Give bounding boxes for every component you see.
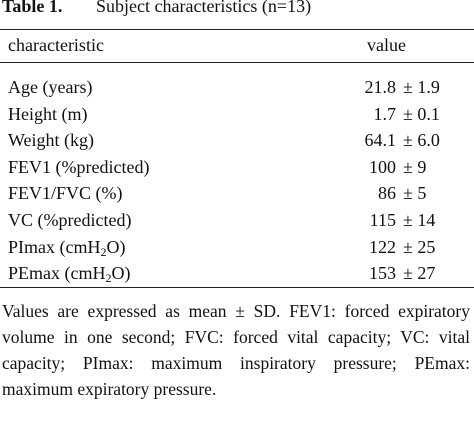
row-label: FEV1/FVC (%) xyxy=(8,183,123,204)
sd-value: ± 0.1 xyxy=(403,103,440,124)
row-label: Weight (kg) xyxy=(8,130,95,151)
sd-value: ± 25 xyxy=(403,236,436,257)
mean-value: 122 xyxy=(369,236,396,257)
footnote: Values are expressed as mean ± SD. FEV1:… xyxy=(2,301,470,399)
subscript: 2 xyxy=(105,271,112,286)
mean-value: 153 xyxy=(369,263,396,284)
label-part: O) xyxy=(106,236,126,257)
top-rule xyxy=(0,29,474,30)
mean-value: 86 xyxy=(378,183,396,204)
row-label: Height (m) xyxy=(8,103,88,124)
row-label: Age (years) xyxy=(8,77,93,97)
mean-value: 64.1 xyxy=(364,130,397,151)
header-cell: value xyxy=(367,35,406,55)
sd-value: ± 5 xyxy=(403,183,427,204)
label-part: PEmax (cmH xyxy=(8,263,106,284)
row-label: VC (%predicted) xyxy=(8,210,132,230)
sd-value: ± 9 xyxy=(403,156,427,177)
mean-value: 100 xyxy=(369,156,396,177)
mean-value: 115 xyxy=(369,210,396,230)
subscript: 2 xyxy=(100,244,107,259)
table-number: Table 1. xyxy=(2,0,63,16)
sd-value: ± 1.9 xyxy=(403,77,440,97)
mean-value: 1.7 xyxy=(373,103,397,124)
sd-value: ± 14 xyxy=(403,210,436,230)
sd-value: ± 6.0 xyxy=(403,130,440,151)
header-rule xyxy=(0,62,474,63)
label-part: PImax (cmH xyxy=(8,236,101,257)
row-label: PImax (cmH2O) xyxy=(8,234,125,260)
table-title: Subject characteristics (n=13) xyxy=(96,0,312,16)
sd-value: ± 27 xyxy=(403,263,436,284)
row-label: FEV1 (%predicted) xyxy=(8,156,150,177)
mean-value: 21.8 xyxy=(364,77,397,97)
row-label: PEmax (cmH2O) xyxy=(8,260,130,286)
header-cell: characteristic xyxy=(8,35,104,55)
label-part: O) xyxy=(111,263,131,284)
bottom-rule xyxy=(0,287,474,288)
